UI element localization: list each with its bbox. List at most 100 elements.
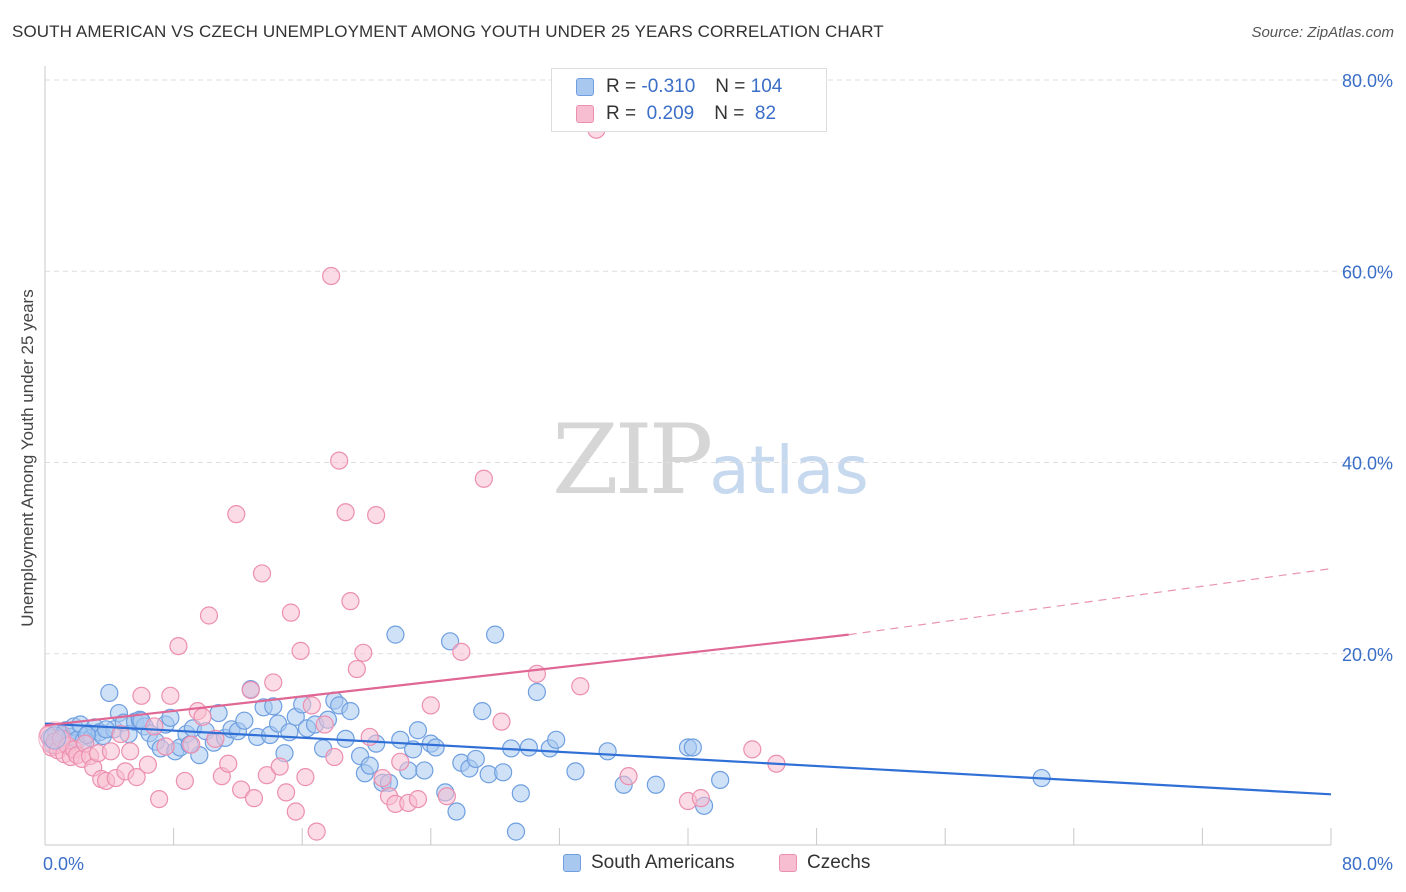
- czech-point: [691, 789, 710, 808]
- r-label: R =: [606, 76, 637, 97]
- south-american-point: [100, 683, 119, 703]
- south-american-point: [646, 775, 665, 794]
- czech-point: [257, 766, 276, 785]
- legend-label: Czechs: [807, 852, 871, 873]
- czech-point: [325, 747, 344, 767]
- czech-point: [161, 686, 180, 705]
- south-american-point: [161, 708, 180, 727]
- south-american-point: [264, 697, 283, 716]
- czech-point: [241, 680, 260, 700]
- czech-point: [347, 659, 366, 679]
- czech-point: [121, 742, 140, 761]
- czech-point: [138, 755, 157, 774]
- watermark: ZIPatlas: [552, 404, 869, 516]
- czech-point: [193, 707, 212, 726]
- south-american-point: [415, 761, 434, 780]
- czech-point: [182, 735, 201, 754]
- data-points: [38, 120, 1051, 841]
- y-tick-label: 40.0%: [1342, 454, 1393, 474]
- czech-point: [408, 789, 428, 809]
- south-american-point: [386, 625, 405, 644]
- south-american-trend-line: [44, 722, 1332, 796]
- czech-point: [360, 727, 379, 747]
- south-american-point: [527, 682, 546, 702]
- czech-point: [244, 789, 264, 808]
- czech-point: [281, 603, 301, 622]
- czech-point: [391, 752, 410, 771]
- south-american-point: [473, 702, 492, 721]
- gridlines: [45, 79, 1392, 655]
- czech-point: [132, 686, 151, 705]
- czech-point: [619, 767, 638, 786]
- y-tick-label: 60.0%: [1342, 262, 1393, 282]
- czech-point: [527, 664, 546, 683]
- series-legend: South Americans Czechs: [0, 852, 1406, 876]
- czech-point: [219, 754, 238, 773]
- watermark-atlas: atlas: [709, 432, 869, 509]
- czech-point: [743, 740, 762, 759]
- czech-point: [354, 643, 373, 662]
- legend-item-south-americans[interactable]: South Americans: [563, 852, 735, 874]
- czech-point: [232, 780, 251, 799]
- source-credit: Source: ZipAtlas.com: [1251, 24, 1394, 41]
- south-american-point: [235, 711, 254, 730]
- axes: [44, 66, 1332, 846]
- czech-point: [341, 592, 360, 611]
- n-value: 82: [749, 103, 777, 124]
- czech-point: [373, 768, 392, 788]
- czech-point: [206, 729, 225, 748]
- czech-trend-line-extension: [848, 568, 1332, 636]
- south-american-point: [43, 726, 67, 750]
- czech-point: [302, 696, 321, 715]
- legend-swatch-south-americans: [576, 78, 594, 96]
- czech-point: [307, 822, 326, 841]
- south-american-point: [440, 632, 460, 651]
- legend-row-czechs: R = 0.209 N = 82: [576, 102, 776, 126]
- y-tick-label: 20.0%: [1342, 645, 1393, 665]
- czech-point: [227, 505, 246, 524]
- czech-point: [277, 783, 296, 802]
- legend-item-czechs[interactable]: Czechs: [779, 852, 870, 874]
- legend-swatch-czechs: [576, 105, 594, 123]
- czech-point: [111, 724, 130, 744]
- south-american-point: [511, 784, 530, 803]
- legend-label: South Americans: [591, 852, 735, 873]
- czech-point: [264, 673, 283, 692]
- czech-trend-line: [44, 633, 849, 727]
- czech-point: [169, 636, 188, 656]
- czech-point: [322, 266, 341, 286]
- south-american-point: [566, 762, 585, 781]
- tick-labels: 20.0% 40.0% 60.0% 80.0% 0.0% 80.0%: [43, 71, 1393, 874]
- watermark-zip: ZIP: [552, 404, 713, 516]
- legend-swatch-czechs: [779, 854, 797, 872]
- x-tick-label: 80.0%: [1342, 854, 1393, 874]
- x-tick-label: 0.0%: [43, 854, 84, 874]
- y-tick-label: 80.0%: [1342, 71, 1393, 91]
- r-label: R =: [606, 103, 637, 124]
- south-american-point: [408, 721, 428, 740]
- south-american-point: [506, 822, 526, 841]
- czech-point: [150, 789, 169, 809]
- czech-point: [101, 742, 121, 761]
- trend-lines: [44, 568, 1332, 796]
- czech-point: [437, 787, 456, 806]
- legend-swatch-south-americans: [563, 854, 581, 872]
- czech-point: [336, 503, 355, 522]
- czech-point: [421, 696, 440, 715]
- czech-point: [452, 642, 471, 661]
- czech-point: [291, 641, 310, 660]
- south-american-point: [447, 802, 466, 821]
- south-american-point: [598, 742, 617, 761]
- r-value: -0.310: [641, 76, 696, 97]
- south-american-point: [711, 770, 730, 790]
- czech-point: [330, 451, 349, 470]
- south-american-point: [466, 749, 485, 769]
- czech-point: [296, 768, 315, 787]
- czech-point: [199, 606, 219, 625]
- y-axis-label: Unemployment Among Youth under 25 years: [18, 289, 37, 627]
- czech-point: [270, 757, 289, 776]
- south-american-point: [547, 730, 566, 749]
- south-american-point: [426, 738, 445, 757]
- czech-point: [474, 469, 493, 488]
